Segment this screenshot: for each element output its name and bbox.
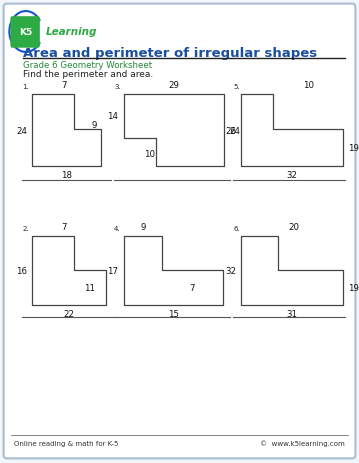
Text: 9: 9 xyxy=(92,120,97,130)
FancyBboxPatch shape xyxy=(10,17,40,49)
Text: 4.: 4. xyxy=(114,225,121,232)
Text: 24: 24 xyxy=(230,126,241,136)
Text: 16: 16 xyxy=(16,266,27,275)
Text: 6.: 6. xyxy=(233,225,240,232)
Text: 24: 24 xyxy=(16,126,27,136)
Text: 10: 10 xyxy=(303,81,313,90)
Text: 20: 20 xyxy=(288,223,299,232)
Text: 7: 7 xyxy=(61,223,67,232)
Text: Learning: Learning xyxy=(46,27,97,38)
Text: 19: 19 xyxy=(348,283,359,293)
Text: 3.: 3. xyxy=(114,84,121,90)
Text: 15: 15 xyxy=(168,309,179,318)
Text: K5: K5 xyxy=(19,28,32,37)
Text: Online reading & math for K-5: Online reading & math for K-5 xyxy=(14,440,119,445)
Text: 32: 32 xyxy=(225,266,236,275)
Text: Area and perimeter of irregular shapes: Area and perimeter of irregular shapes xyxy=(23,47,317,60)
Text: 5.: 5. xyxy=(233,84,240,90)
Text: 14: 14 xyxy=(107,112,118,121)
Text: 11: 11 xyxy=(84,283,95,293)
Text: 19: 19 xyxy=(348,144,359,153)
Text: 31: 31 xyxy=(286,309,297,318)
Text: 9: 9 xyxy=(141,223,146,232)
Text: 7: 7 xyxy=(61,81,67,90)
Text: 22: 22 xyxy=(64,309,74,318)
Text: 7: 7 xyxy=(189,283,195,293)
Text: 1.: 1. xyxy=(22,84,29,90)
Text: 26: 26 xyxy=(225,126,236,136)
FancyBboxPatch shape xyxy=(4,5,355,458)
Text: 18: 18 xyxy=(61,170,72,179)
Text: Grade 6 Geometry Worksheet: Grade 6 Geometry Worksheet xyxy=(23,61,153,70)
Text: ©  www.k5learning.com: © www.k5learning.com xyxy=(260,439,345,446)
Text: 10: 10 xyxy=(144,149,155,158)
Text: Find the perimeter and area.: Find the perimeter and area. xyxy=(23,69,154,79)
Text: 32: 32 xyxy=(286,170,297,179)
Text: 29: 29 xyxy=(169,81,180,90)
Text: 17: 17 xyxy=(107,266,118,275)
Text: 2.: 2. xyxy=(22,225,29,232)
